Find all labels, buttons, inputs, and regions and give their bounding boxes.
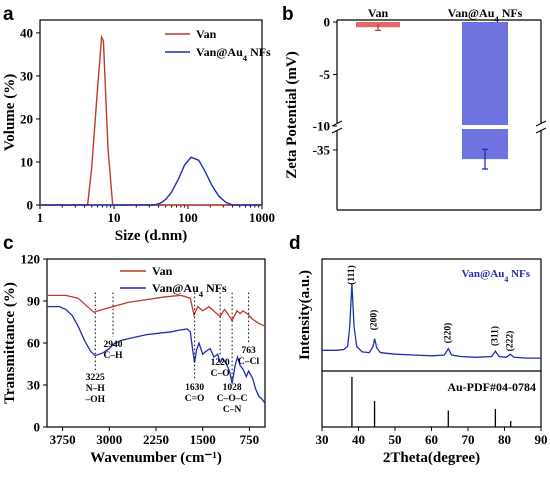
peak-annotation: C–Cl bbox=[238, 357, 259, 367]
y-tick-label: 0 bbox=[324, 15, 331, 30]
series-line-van bbox=[40, 34, 262, 206]
x-tick-label: 70 bbox=[462, 432, 475, 447]
axis-break-mark bbox=[535, 120, 547, 127]
x-tick-label: 90 bbox=[535, 432, 548, 447]
legend-label: Van bbox=[196, 27, 217, 41]
x-tick-label: 2250 bbox=[143, 432, 169, 447]
category-label-van-au4-nfs: Van@Au4 NFs bbox=[448, 6, 523, 24]
legend-label: Van@Au4 NFs bbox=[196, 45, 271, 63]
y-tick-label: 0 bbox=[27, 198, 34, 213]
x-axis-label: 2Theta(degree) bbox=[383, 450, 480, 466]
peak-annotation: N–H bbox=[86, 384, 106, 394]
peak-annotation: 1028 bbox=[223, 383, 242, 393]
y-tick-label: 0 bbox=[34, 420, 41, 435]
peak-label: (222) bbox=[505, 331, 516, 352]
y-tick-label: 30 bbox=[27, 378, 40, 393]
x-tick-label: 3750 bbox=[50, 432, 76, 447]
panel-c-ftir: 3750 3000 2250 1500 750 0 30 60 90 120 Wavenumber … bbox=[2, 252, 266, 466]
x-tick-label: 750 bbox=[240, 432, 260, 447]
x-tick-label: 100 bbox=[178, 210, 198, 225]
peak-annotation: 1220 bbox=[211, 358, 230, 368]
x-tick-label: 60 bbox=[425, 432, 438, 447]
axis-break-mark bbox=[331, 120, 343, 127]
y-tick-label: 10 bbox=[20, 154, 33, 169]
y-tick-label: -5 bbox=[319, 67, 330, 82]
peak-label: (200) bbox=[369, 310, 380, 331]
peak-label: (311) bbox=[490, 326, 501, 346]
y-tick-label: 40 bbox=[20, 25, 33, 40]
peak-label: (220) bbox=[442, 323, 453, 344]
peak-annotation: C=O bbox=[185, 394, 205, 404]
axis-break-mark bbox=[331, 127, 343, 134]
peak-annotation: –OH bbox=[85, 395, 106, 405]
x-tick-label: 1000 bbox=[249, 210, 275, 225]
panel-label-a: a bbox=[3, 4, 14, 25]
y-tick-label: 90 bbox=[27, 294, 40, 309]
series-line-van-au4-nfs bbox=[40, 156, 262, 206]
y-tick-label: 30 bbox=[20, 68, 33, 83]
axis-break-mark bbox=[535, 127, 547, 134]
y-tick-label: 20 bbox=[20, 111, 33, 126]
y-tick-label: -10 bbox=[313, 119, 330, 134]
y-axis-label: Transmittance (%) bbox=[2, 282, 18, 404]
bar-break-gap bbox=[461, 125, 509, 129]
panel-label-c: c bbox=[3, 233, 14, 254]
x-tick-label: 10 bbox=[108, 210, 121, 225]
x-axis-label: Wavenumber (cm⁻¹) bbox=[90, 450, 222, 466]
series-line-van bbox=[47, 294, 266, 327]
reference-label: Au-PDF#04-0784 bbox=[447, 380, 536, 394]
panel-label-b: b bbox=[282, 4, 294, 25]
category-label-van: Van bbox=[368, 6, 389, 20]
bar-van-au4-nfs bbox=[462, 22, 508, 160]
panel-label-d: d bbox=[289, 233, 301, 254]
y-tick-label: -35 bbox=[313, 143, 331, 158]
x-tick-label: 80 bbox=[498, 432, 511, 447]
peak-annotation: 3225 bbox=[86, 373, 105, 383]
y-axis-label: Volume (%) bbox=[2, 74, 18, 151]
peak-annotation: C–N bbox=[223, 405, 242, 415]
peak-annotation: C–H bbox=[104, 351, 124, 361]
y-axis-label: Intensity(a.u.) bbox=[297, 270, 313, 360]
x-tick-label: 3000 bbox=[96, 432, 122, 447]
peak-annotation: C–O bbox=[211, 369, 230, 379]
y-axis-label: Zeta Potential (mV) bbox=[284, 51, 300, 178]
y-tick-label: 60 bbox=[27, 336, 40, 351]
peak-annotation: 1630 bbox=[185, 383, 204, 393]
peak-label: (111) bbox=[346, 265, 357, 285]
series-line-van-au4-nfs bbox=[322, 283, 541, 359]
peak-annotation: C–O–C bbox=[217, 394, 248, 404]
legend-label: Van@Au4 NFs bbox=[152, 281, 227, 299]
x-axis-label: Size (d.nm) bbox=[115, 228, 188, 244]
x-tick-label: 30 bbox=[316, 432, 329, 447]
panel-b-zeta-potential: 0 -5 -10 -35 Zeta Potential (mV) Van Van@Au4 N… bbox=[284, 6, 547, 211]
panel-d-xrd: 30 40 50 60 70 80 90 2Theta(degree) Intensity(a.… bbox=[297, 258, 548, 466]
peak-annotation: 2940 bbox=[104, 340, 123, 350]
x-tick-label: 1 bbox=[37, 210, 44, 225]
x-tick-label: 1500 bbox=[190, 432, 216, 447]
x-tick-label: 40 bbox=[352, 432, 365, 447]
legend-label: Van bbox=[152, 264, 173, 278]
sample-label: Van@Au4 NFs bbox=[461, 268, 530, 284]
panel-a-size-distribution: 1 10 100 1000 0 10 20 30 40 Size (d.nm) Volume (%)… bbox=[2, 19, 275, 244]
y-tick-label: 120 bbox=[21, 252, 41, 267]
series-line-van-au4-nfs bbox=[47, 305, 266, 404]
x-tick-label: 50 bbox=[389, 432, 402, 447]
peak-annotation: 763 bbox=[241, 346, 256, 356]
